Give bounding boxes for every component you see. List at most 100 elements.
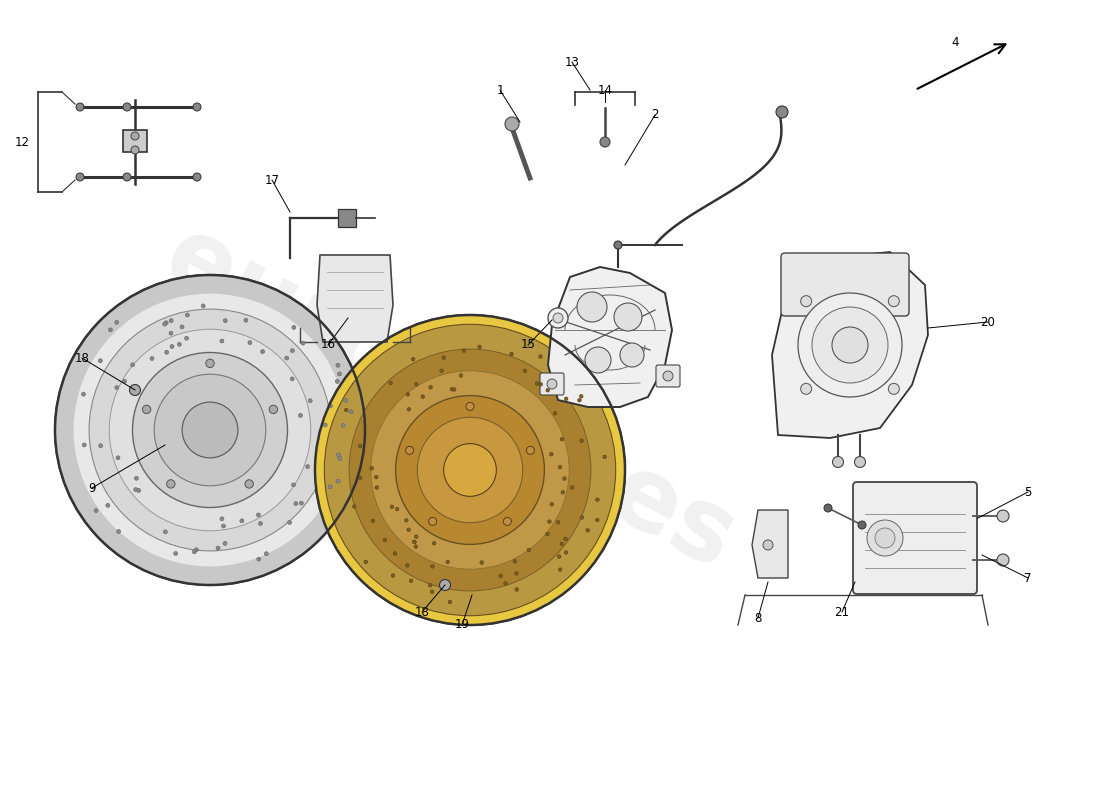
Circle shape xyxy=(315,315,625,625)
Circle shape xyxy=(299,501,304,505)
Circle shape xyxy=(292,326,296,330)
Circle shape xyxy=(294,502,298,506)
Circle shape xyxy=(338,457,342,461)
Circle shape xyxy=(513,560,517,563)
Circle shape xyxy=(131,132,139,140)
Circle shape xyxy=(406,393,409,396)
Circle shape xyxy=(374,475,378,479)
Text: 9: 9 xyxy=(88,482,96,494)
Circle shape xyxy=(421,395,425,398)
Circle shape xyxy=(776,106,788,118)
Circle shape xyxy=(997,554,1009,566)
Circle shape xyxy=(504,518,512,526)
Circle shape xyxy=(285,356,288,360)
Circle shape xyxy=(548,308,568,328)
Circle shape xyxy=(571,486,574,490)
Circle shape xyxy=(614,303,642,331)
Circle shape xyxy=(192,550,196,554)
Circle shape xyxy=(240,519,244,523)
Circle shape xyxy=(166,480,175,488)
Circle shape xyxy=(446,560,450,564)
Circle shape xyxy=(477,345,482,349)
Circle shape xyxy=(595,518,600,522)
Circle shape xyxy=(163,322,167,326)
Circle shape xyxy=(308,398,312,402)
Circle shape xyxy=(337,453,341,457)
Circle shape xyxy=(131,146,139,154)
Circle shape xyxy=(223,542,227,546)
Circle shape xyxy=(256,513,261,517)
Circle shape xyxy=(81,392,86,396)
Circle shape xyxy=(858,521,866,529)
Circle shape xyxy=(578,398,581,402)
Circle shape xyxy=(558,466,562,469)
Text: 4: 4 xyxy=(952,35,959,49)
Circle shape xyxy=(82,443,86,447)
Circle shape xyxy=(180,325,184,329)
Circle shape xyxy=(585,347,611,373)
Circle shape xyxy=(122,379,127,383)
Wedge shape xyxy=(315,315,625,625)
Circle shape xyxy=(564,397,568,401)
Circle shape xyxy=(406,563,409,567)
Circle shape xyxy=(663,371,673,381)
Text: 21: 21 xyxy=(835,606,849,618)
Polygon shape xyxy=(548,267,672,407)
Circle shape xyxy=(595,498,600,502)
Circle shape xyxy=(109,328,112,332)
Circle shape xyxy=(432,542,436,545)
Circle shape xyxy=(323,423,327,427)
Circle shape xyxy=(185,336,188,340)
Text: 20: 20 xyxy=(980,315,996,329)
Circle shape xyxy=(417,418,522,522)
Circle shape xyxy=(134,476,139,480)
Circle shape xyxy=(114,320,119,324)
Circle shape xyxy=(997,510,1009,522)
Circle shape xyxy=(527,548,530,552)
Text: 18: 18 xyxy=(75,351,89,365)
Circle shape xyxy=(336,379,339,383)
Circle shape xyxy=(76,103,84,111)
Circle shape xyxy=(614,241,622,249)
Circle shape xyxy=(515,588,518,591)
Wedge shape xyxy=(55,275,365,585)
Text: a passion for parts since 1985: a passion for parts since 1985 xyxy=(326,448,574,592)
Circle shape xyxy=(370,466,374,470)
Circle shape xyxy=(206,359,214,367)
Text: 19: 19 xyxy=(454,618,470,631)
Circle shape xyxy=(324,324,616,616)
Circle shape xyxy=(509,352,514,356)
Circle shape xyxy=(192,103,201,111)
Circle shape xyxy=(440,579,451,590)
Polygon shape xyxy=(317,255,393,342)
Text: 14: 14 xyxy=(597,83,613,97)
FancyBboxPatch shape xyxy=(852,482,977,594)
Circle shape xyxy=(99,444,102,448)
Circle shape xyxy=(547,379,557,389)
Circle shape xyxy=(505,117,519,131)
Circle shape xyxy=(448,600,452,604)
Circle shape xyxy=(221,524,226,528)
Circle shape xyxy=(116,456,120,460)
Circle shape xyxy=(466,402,474,410)
Circle shape xyxy=(548,520,551,523)
Circle shape xyxy=(412,540,416,544)
Text: 17: 17 xyxy=(264,174,279,186)
Circle shape xyxy=(603,455,606,458)
Circle shape xyxy=(258,522,263,526)
Circle shape xyxy=(442,356,446,359)
Circle shape xyxy=(560,542,563,546)
Circle shape xyxy=(553,313,563,323)
Text: 12: 12 xyxy=(14,135,30,149)
Circle shape xyxy=(763,540,773,550)
Circle shape xyxy=(824,504,832,512)
Circle shape xyxy=(123,103,131,111)
Circle shape xyxy=(290,377,294,381)
Circle shape xyxy=(600,137,610,147)
Circle shape xyxy=(560,438,564,441)
Circle shape xyxy=(383,538,387,542)
Circle shape xyxy=(812,307,888,383)
Circle shape xyxy=(832,327,868,363)
Circle shape xyxy=(539,354,542,358)
Circle shape xyxy=(349,349,591,591)
